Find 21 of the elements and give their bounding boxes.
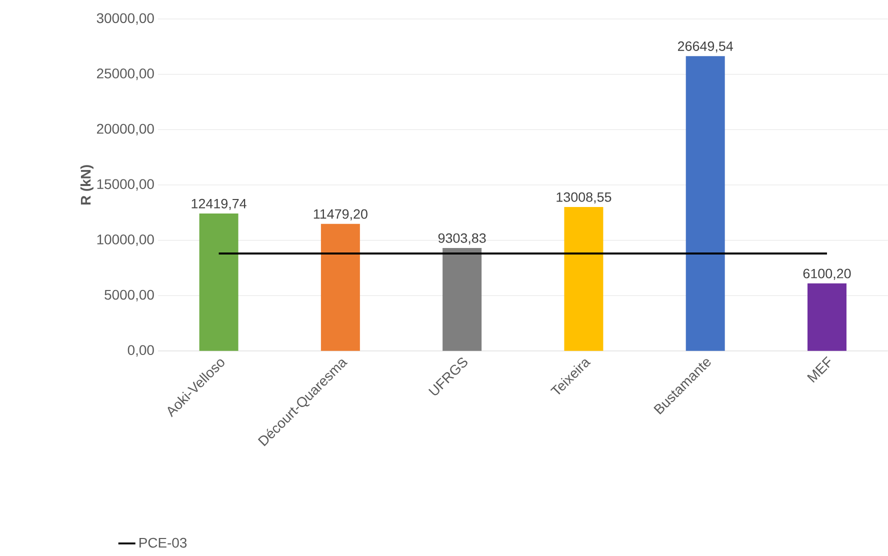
data-label: 12419,74 — [192, 198, 246, 210]
data-label: 26649,54 — [678, 42, 733, 53]
data-label: 9303,83 — [438, 233, 486, 245]
bar — [320, 224, 360, 351]
bar — [686, 56, 725, 351]
data-label: 11479,20 — [314, 209, 368, 220]
data-label: 13008,55 — [556, 192, 612, 204]
y-tick-label: 30000,00 — [96, 13, 154, 25]
y-axis-title: R (kN) — [80, 165, 94, 205]
y-tick-label: 25000,00 — [96, 68, 154, 80]
y-tick-label: 10000,00 — [97, 234, 154, 246]
data-label: 6100,20 — [803, 268, 851, 280]
bar — [807, 283, 846, 351]
y-tick-label: 15000,00 — [97, 179, 154, 191]
y-tick-label: 5000,00 — [104, 290, 154, 302]
y-tick-label: 20000,00 — [96, 124, 154, 136]
bar — [442, 248, 482, 351]
bar — [564, 207, 604, 351]
legend-label: PCE-03 — [140, 538, 187, 548]
y-tick-label: 0,00 — [128, 345, 154, 357]
bar — [199, 214, 238, 351]
